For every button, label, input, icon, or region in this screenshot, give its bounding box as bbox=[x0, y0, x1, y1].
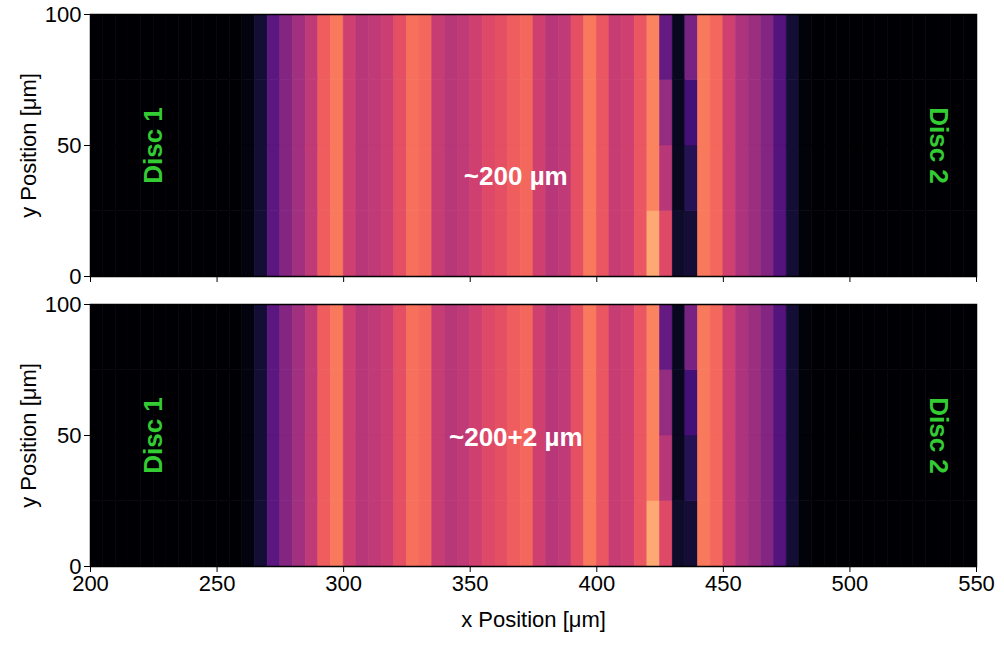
svg-text:Disc 1: Disc 1 bbox=[138, 397, 168, 474]
svg-text:350: 350 bbox=[452, 571, 489, 596]
svg-text:y Position [μm]: y Position [μm] bbox=[16, 363, 41, 508]
svg-text:300: 300 bbox=[325, 571, 362, 596]
svg-text:Disc 1: Disc 1 bbox=[138, 107, 168, 184]
svg-text:200: 200 bbox=[72, 571, 109, 596]
svg-text:~200 µm: ~200 µm bbox=[464, 161, 568, 191]
svg-text:400: 400 bbox=[578, 571, 615, 596]
svg-text:Disc 2: Disc 2 bbox=[924, 397, 954, 474]
svg-text:y Position [μm]: y Position [μm] bbox=[16, 73, 41, 218]
svg-text:Disc 2: Disc 2 bbox=[924, 107, 954, 184]
svg-text:0: 0 bbox=[69, 553, 82, 579]
svg-text:100: 100 bbox=[45, 2, 82, 27]
svg-text:450: 450 bbox=[705, 571, 742, 596]
svg-text:50: 50 bbox=[57, 133, 81, 158]
svg-text:x Position [μm]: x Position [μm] bbox=[461, 607, 606, 632]
svg-text:500: 500 bbox=[832, 571, 869, 596]
svg-text:250: 250 bbox=[199, 571, 236, 596]
svg-text:550: 550 bbox=[958, 571, 995, 596]
svg-text:100: 100 bbox=[45, 292, 82, 317]
svg-text:50: 50 bbox=[57, 423, 81, 448]
svg-text:0: 0 bbox=[69, 264, 81, 289]
svg-text:~200+2 µm: ~200+2 µm bbox=[449, 422, 583, 452]
